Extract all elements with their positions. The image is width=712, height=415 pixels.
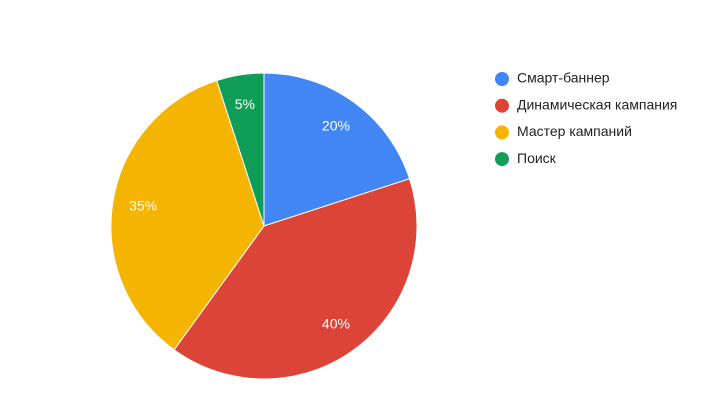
legend-label: Поиск — [517, 150, 557, 166]
legend-marker — [495, 98, 509, 113]
legend-label: Динамическая кампания — [517, 96, 677, 112]
slice-label: 5% — [235, 96, 255, 112]
pie-slice — [110, 79, 265, 351]
pie-slice — [173, 178, 418, 380]
pie-slice — [263, 72, 411, 227]
slice-label: 40% — [322, 316, 350, 332]
pie-slice — [216, 72, 265, 227]
slice-label: 20% — [322, 118, 350, 134]
legend-label: Мастер кампаний — [517, 123, 632, 139]
slice-label: 35% — [129, 198, 157, 214]
legend-marker — [495, 125, 509, 140]
legend-marker — [495, 72, 509, 86]
legend-marker — [495, 152, 509, 167]
legend-label: Смарт-баннер — [517, 70, 610, 86]
